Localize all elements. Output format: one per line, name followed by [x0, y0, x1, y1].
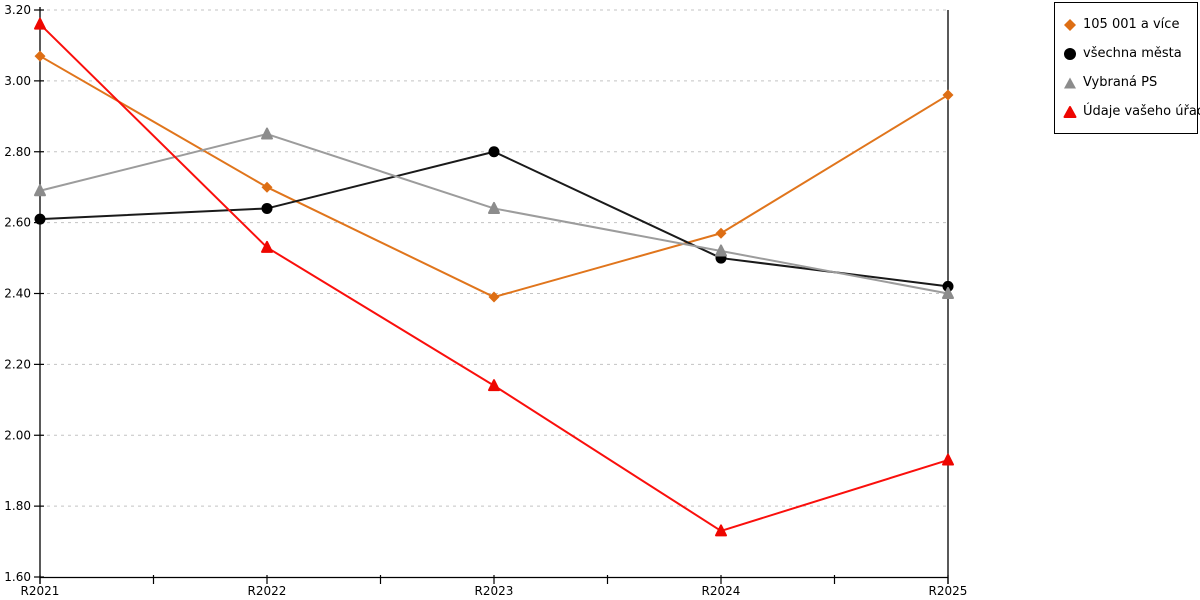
svg-text:1.60: 1.60: [4, 570, 31, 584]
series-3: [34, 17, 954, 537]
triangle-icon: [1064, 77, 1076, 88]
gridlines: [40, 9, 948, 507]
legend-item-vsechna-mesta: všechna města: [1063, 39, 1191, 68]
svg-text:2.40: 2.40: [4, 287, 31, 301]
legend-item-vybrana-ps: Vybraná PS: [1063, 68, 1191, 97]
svg-text:R2025: R2025: [929, 584, 968, 598]
chart-legend: 105 001 a více všechna města Vybraná PS …: [1054, 2, 1200, 134]
triangle-icon: [1063, 105, 1077, 118]
svg-text:2.80: 2.80: [4, 145, 31, 159]
legend-item-105-001-a-vice: 105 001 a více: [1063, 10, 1191, 39]
legend-label: Údaje vašeho úřadu: [1083, 104, 1200, 119]
svg-text:2.20: 2.20: [4, 357, 31, 371]
series-0: [34, 50, 954, 303]
svg-text:2.60: 2.60: [4, 216, 31, 230]
plot-area: 1.60 1.80 2.00 2.20 2.40 2.60 2.80 3.00 3.20 R202…: [4, 3, 967, 598]
legend-label: 105 001 a více: [1083, 17, 1180, 32]
svg-text:2.00: 2.00: [4, 428, 31, 442]
circle-icon: [1064, 47, 1076, 60]
svg-text:R2022: R2022: [248, 584, 287, 598]
svg-text:R2023: R2023: [475, 584, 514, 598]
svg-text:1.80: 1.80: [4, 499, 31, 513]
legend-label: Vybraná PS: [1083, 75, 1158, 90]
svg-text:3.20: 3.20: [4, 3, 31, 17]
series-2: [34, 127, 954, 299]
series-1: [34, 146, 954, 292]
svg-text:3.00: 3.00: [4, 74, 31, 88]
legend-item-udaje-vaseho-uradu: Údaje vašeho úřadu: [1063, 97, 1200, 126]
axes: 1.60 1.80 2.00 2.20 2.40 2.60 2.80 3.00 3.20 R202…: [4, 3, 967, 598]
svg-text:R2024: R2024: [702, 584, 741, 598]
legend-label: všechna města: [1083, 46, 1182, 61]
svg-text:R2021: R2021: [21, 584, 60, 598]
diamond-icon: [1064, 18, 1076, 31]
